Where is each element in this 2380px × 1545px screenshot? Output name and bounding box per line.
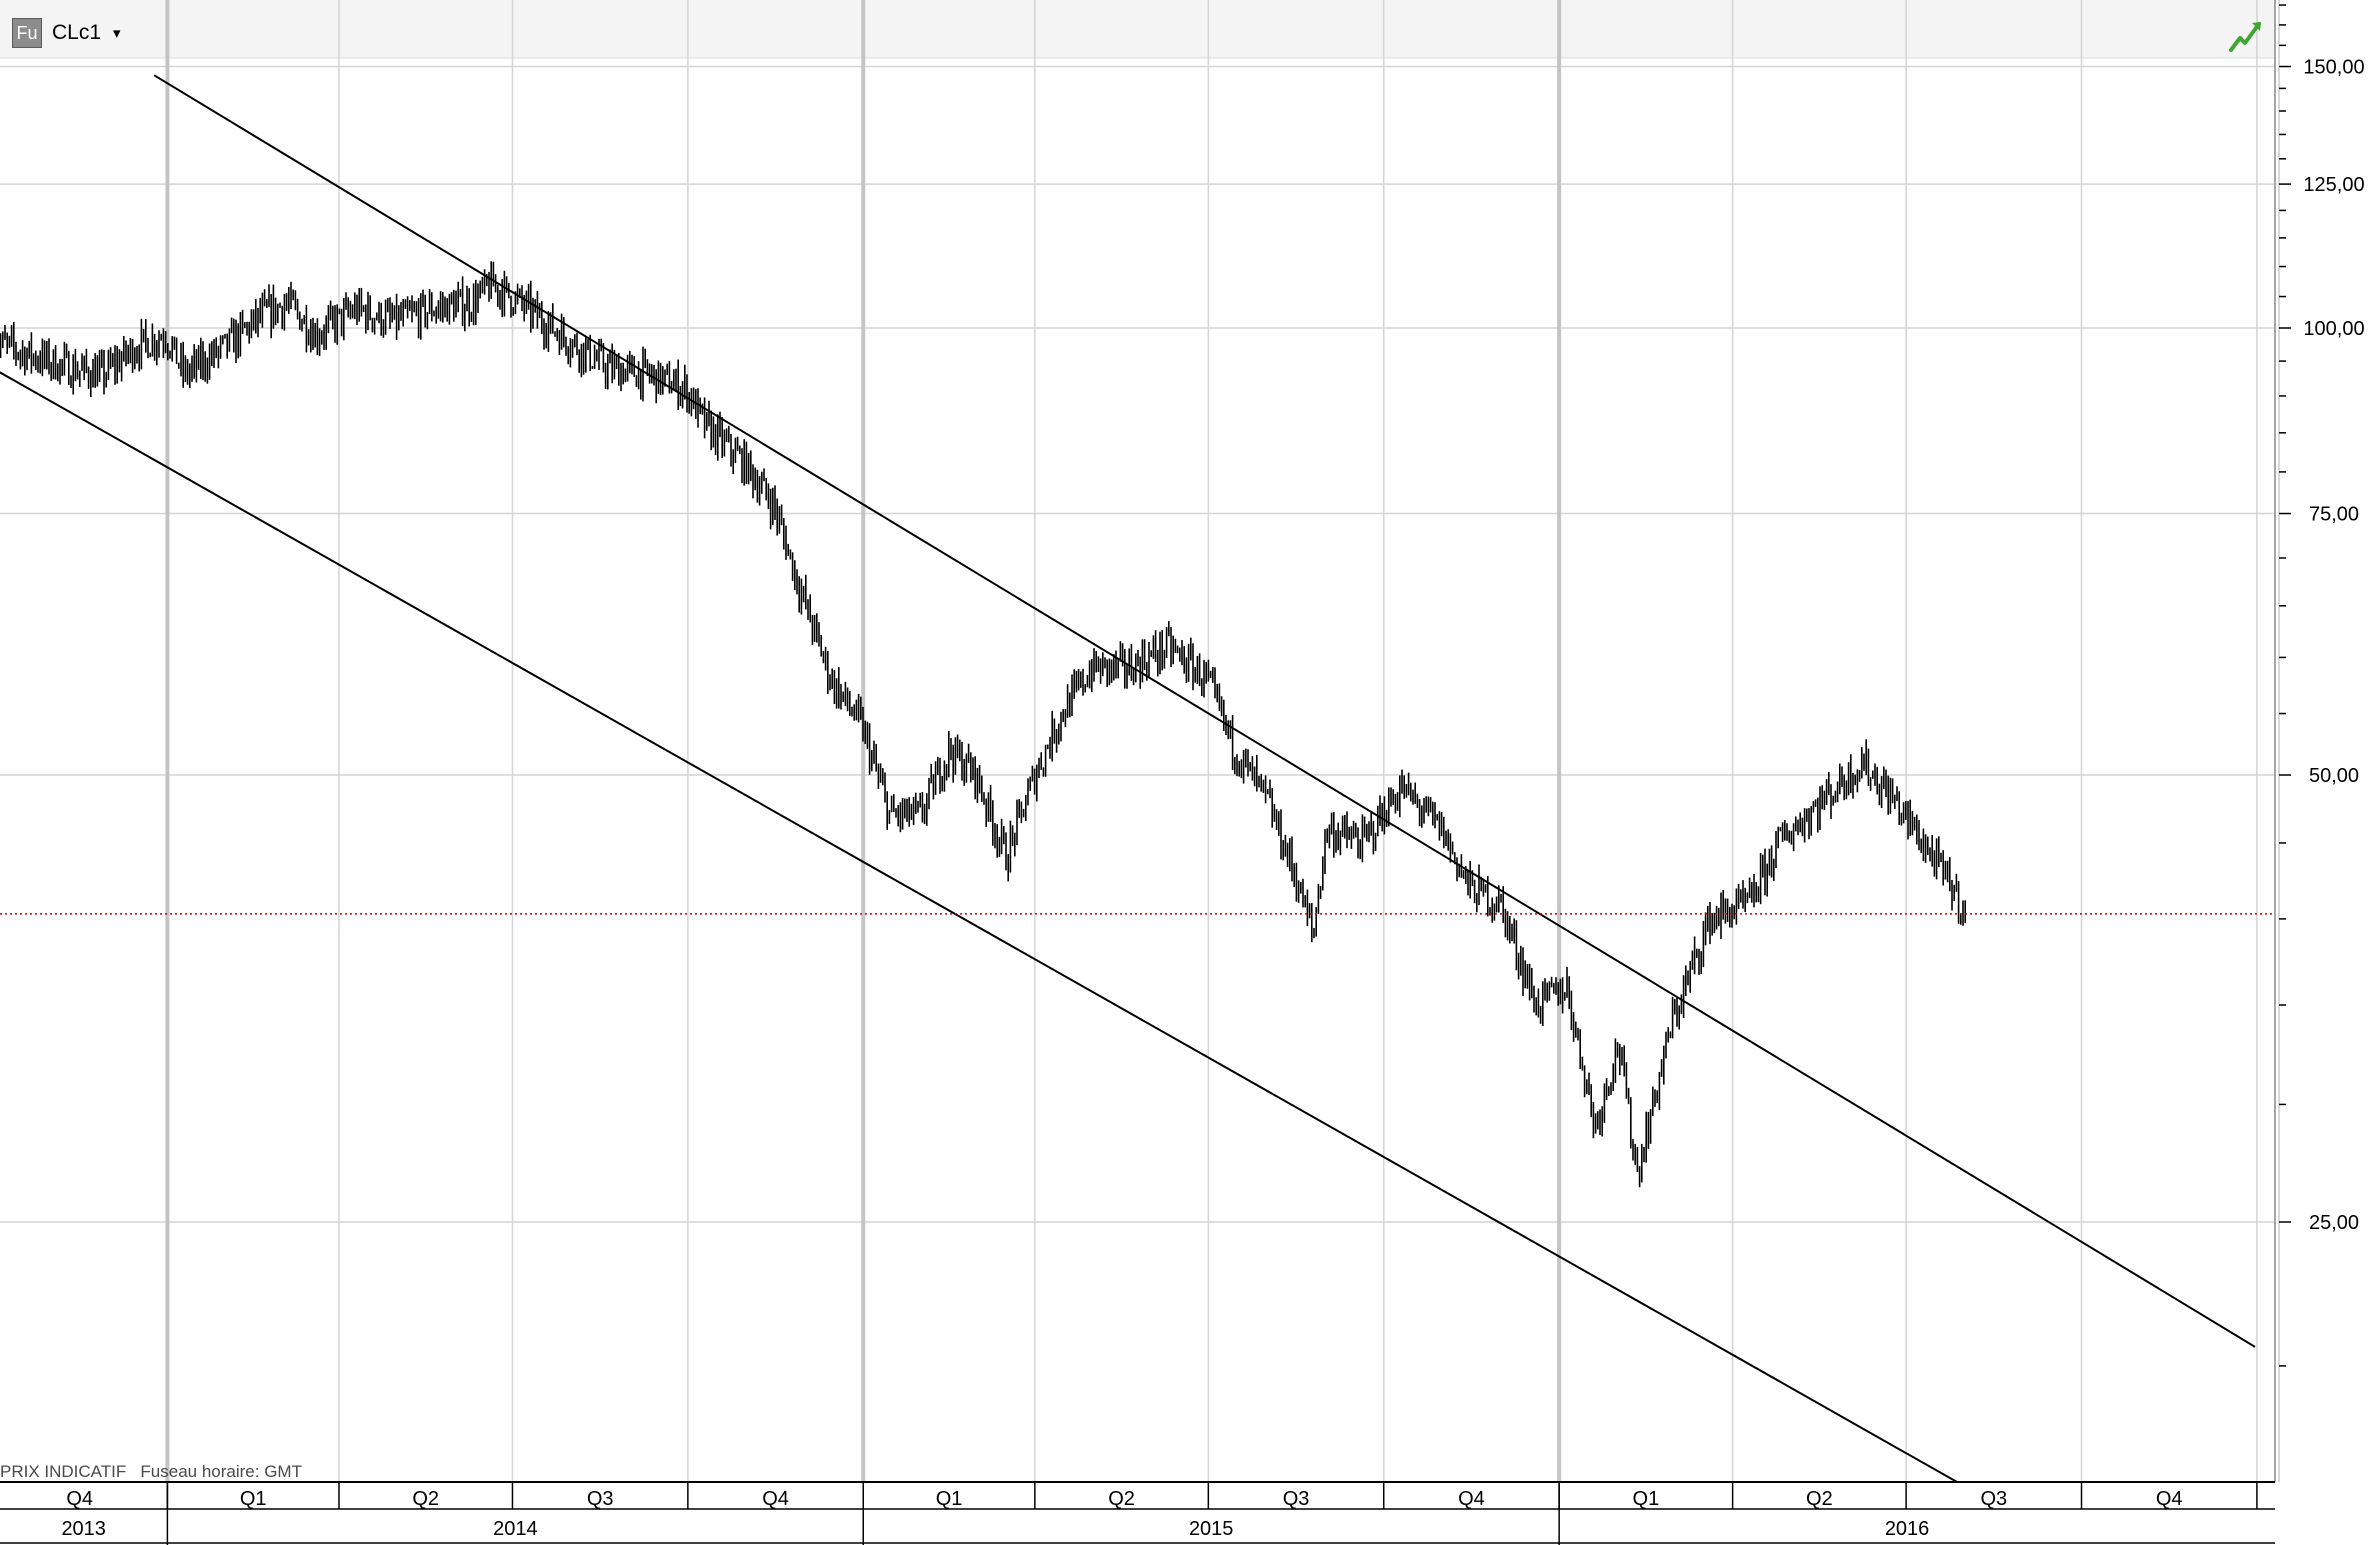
trend-arrow-icon[interactable]: [2228, 18, 2264, 54]
instrument-toolbar: Fu CLc1 ▾: [12, 16, 121, 50]
quarter-label: Q1: [936, 1488, 963, 1510]
time-axis-background: [0, 1482, 2275, 1545]
price-tick-label: 50,00: [2309, 765, 2359, 787]
trendline-upper: [153, 74, 2256, 1348]
price-tick-label: 25,00: [2309, 1212, 2359, 1234]
toolbar-strip: [0, 0, 2275, 58]
quarter-label: Q2: [412, 1488, 439, 1510]
quarter-label: Q2: [1108, 1488, 1135, 1510]
quarter-label: Q3: [1980, 1488, 2007, 1510]
year-label: 2015: [1189, 1518, 1234, 1540]
candlestick-series: [0, 261, 1966, 1188]
chart-grid: [0, 0, 2275, 1482]
price-tick-label: 100,00: [2303, 318, 2364, 340]
price-tick-label: 75,00: [2309, 504, 2359, 526]
futures-type-icon[interactable]: Fu: [12, 18, 42, 48]
last-price-marker: 40,31: [0, 893, 2353, 933]
quarter-label: Q4: [2156, 1488, 2183, 1510]
year-label: 2016: [1885, 1518, 1930, 1540]
chart-footer: PRIX INDICATIF Fuseau horaire: GMT: [0, 1462, 302, 1482]
quarter-label: Q2: [1806, 1488, 1833, 1510]
trendline-channel: [0, 74, 2256, 1503]
price-axis-background: [2275, 0, 2380, 1545]
quarter-label: Q3: [587, 1488, 614, 1510]
quarter-label: Q1: [1633, 1488, 1660, 1510]
price-tick-label: 150,00: [2303, 57, 2364, 79]
year-label: 2014: [493, 1518, 538, 1540]
time-axis: Q4 Q1 Q2 Q3 Q4 Q1 Q2 Q3 Q4 Q1 Q2 Q3 Q4 2013 2014 2015 20…: [0, 1481, 2275, 1545]
quarter-label: Q4: [66, 1488, 93, 1510]
trendline-lower: [0, 371, 1993, 1503]
quarter-label: Q1: [240, 1488, 267, 1510]
quarter-label: Q4: [762, 1488, 789, 1510]
timezone-note: Fuseau horaire: GMT: [140, 1462, 302, 1481]
quarter-label: Q4: [1458, 1488, 1485, 1510]
price-tick-label: 125,00: [2303, 174, 2364, 196]
chevron-down-icon[interactable]: ▾: [113, 25, 121, 42]
indicative-price-note: PRIX INDICATIF: [0, 1462, 127, 1481]
quarter-label: Q3: [1283, 1488, 1310, 1510]
instrument-ric: CLc1: [52, 21, 102, 44]
price-axis: 150,00 125,00 100,00 75,00 50,00 25,00: [2274, 0, 2380, 1545]
year-label: 2013: [61, 1518, 106, 1540]
